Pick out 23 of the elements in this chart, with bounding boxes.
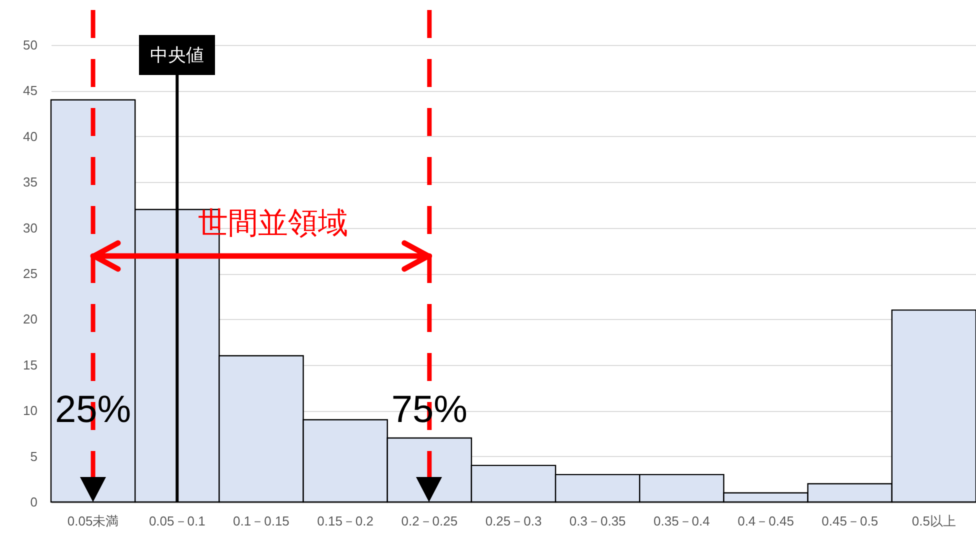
y-tick-label: 25 <box>23 266 38 281</box>
y-tick-label: 30 <box>23 220 38 236</box>
y-tick-label: 50 <box>23 38 38 52</box>
x-tick-label: 0.4－0.45 <box>738 514 794 528</box>
y-tick-label: 15 <box>23 357 38 372</box>
x-tick-label: 0.25－0.3 <box>485 514 542 528</box>
y-tick-label: 5 <box>30 448 38 464</box>
x-tick-label: 0.1－0.15 <box>233 514 290 528</box>
x-tick-label: 0.05未満 <box>67 514 119 528</box>
x-tick-label: 0.45－0.5 <box>822 514 878 528</box>
x-tick-label: 0.2－0.25 <box>401 514 458 528</box>
y-tick-label: 20 <box>23 312 38 327</box>
y-tick-label: 10 <box>23 403 38 418</box>
x-tick-label: 0.35－0.4 <box>653 514 710 528</box>
x-tick-label: 0.5以上 <box>912 514 956 528</box>
ref-line-label: 中央値 <box>139 35 216 75</box>
y-tick-label: 35 <box>23 174 38 190</box>
y-tick-label: 0 <box>30 494 38 510</box>
y-tick-label: 40 <box>23 128 38 144</box>
x-tick-label: 0.3－0.35 <box>569 514 626 528</box>
x-tick-label: 0.05－0.1 <box>148 514 206 528</box>
y-tick-label: 45 <box>23 83 38 98</box>
x-tick-label: 0.15－0.2 <box>317 514 374 528</box>
